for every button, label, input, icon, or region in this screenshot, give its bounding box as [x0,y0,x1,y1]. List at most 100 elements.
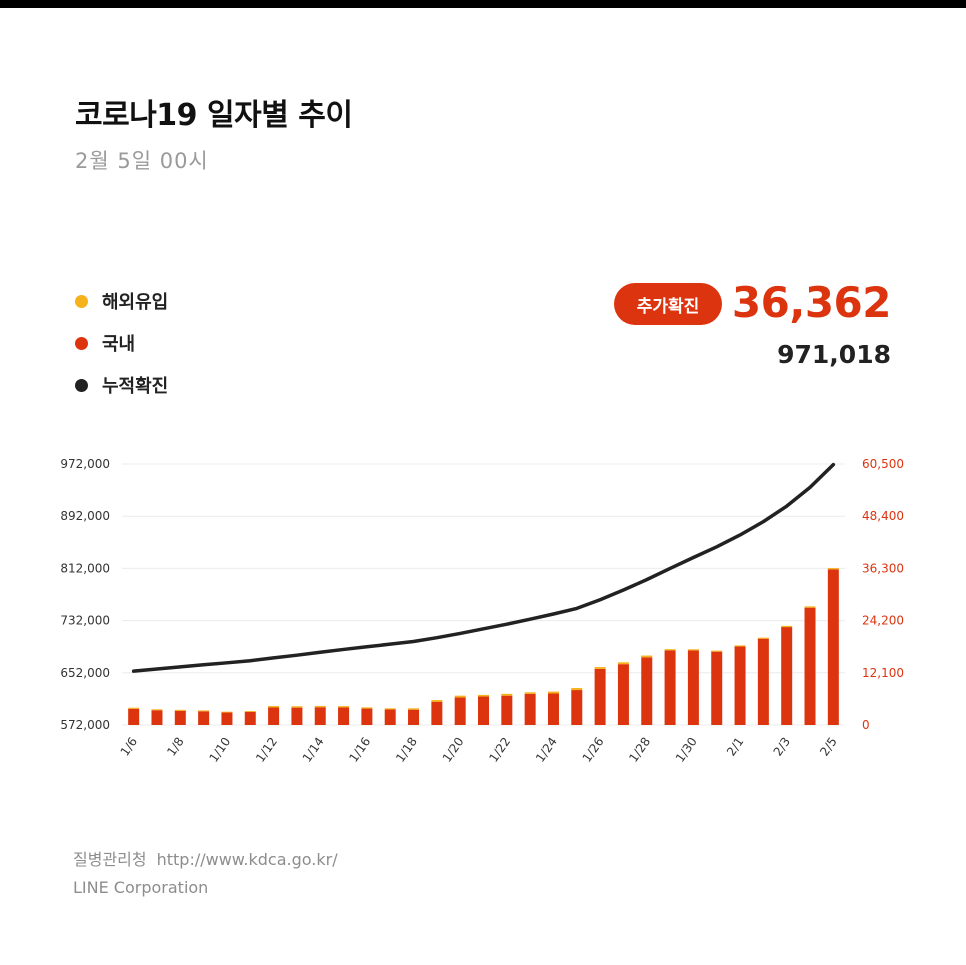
legend-label: 누적확진 [102,376,169,397]
bar-imported [687,649,699,651]
bar-domestic [221,712,233,725]
bar-imported [664,649,676,651]
bar-domestic [501,695,513,725]
legend-label: 국내 [102,334,136,355]
bar-imported [547,691,559,694]
bar-domestic [641,657,653,725]
page-title: 코로나19 일자별 추이 [75,98,353,133]
x-tick-label: 1/24 [533,735,560,765]
y-right-tick-label: 0 [862,718,870,732]
bar-imported [128,707,140,709]
bar-domestic [174,710,186,725]
legend: 해외유입 국내 누적확진 [75,280,168,406]
y-left-tick-label: 892,000 [60,509,110,523]
bar-imported [501,693,513,696]
bar-imported [174,709,186,711]
bar-imported [384,708,396,710]
bar-domestic [338,707,350,725]
legend-item-cumulative: 누적확진 [75,364,168,406]
bar-imported [781,625,793,628]
bar-domestic [268,707,280,725]
y-left-tick-label: 572,000 [60,718,110,732]
legend-dot-icon [75,294,88,308]
legend-item-imported: 해외유입 [75,280,168,322]
y-left-tick-label: 972,000 [60,457,110,471]
y-right-tick-label: 36,300 [862,561,904,575]
x-tick-label: 2/5 [817,735,840,759]
bar-imported [151,709,163,711]
bar-imported [198,710,210,712]
x-tick-label: 1/12 [253,735,280,765]
bar-domestic [151,710,163,725]
bar-imported [711,650,723,652]
bar-imported [524,692,536,694]
x-tick-label: 1/26 [580,735,607,765]
added-cases-value: 36,362 [731,278,892,327]
bar-domestic [547,693,559,725]
bar-domestic [291,707,303,725]
bar-imported [827,568,839,570]
x-tick-label: 1/28 [626,735,653,765]
bar-imported [804,606,816,608]
bar-imported [641,655,653,658]
x-tick-label: 1/30 [673,735,700,765]
bar-domestic [827,569,839,725]
company-name: LINE Corporation [73,878,209,897]
bar-domestic [478,696,489,725]
bar-imported [314,705,326,708]
y-right-tick-label: 48,400 [862,509,904,523]
bar-imported [291,706,303,708]
x-tick-label: 1/22 [486,735,513,765]
y-right-tick-label: 60,500 [862,457,904,471]
bar-domestic [734,646,746,725]
bar-imported [268,706,280,708]
y-right-tick-label: 12,100 [862,666,904,680]
x-tick-label: 1/18 [393,735,420,765]
bar-domestic [431,701,443,725]
x-tick-label: 1/16 [346,735,373,765]
bar-imported [571,688,583,691]
legend-item-domestic: 국내 [75,322,168,364]
y-right-tick-label: 24,200 [862,614,904,628]
bar-imported [734,645,746,647]
bar-imported [454,695,466,698]
bar-imported [338,706,350,708]
bar-domestic [314,707,326,725]
legend-dot-icon [75,378,88,392]
bar-domestic [757,638,769,725]
bar-imported [361,707,373,709]
bar-domestic [408,709,420,725]
bar-imported [594,667,606,669]
legend-dot-icon [75,336,88,350]
x-tick-label: 1/10 [206,735,233,765]
bar-domestic [384,709,396,725]
x-tick-label: 1/8 [164,735,187,759]
bar-imported [431,700,443,702]
date-subtitle: 2월 5일 00시 [75,149,209,173]
bar-imported [244,711,256,712]
bar-domestic [664,650,676,725]
bar-domestic [804,607,816,725]
bar-domestic [454,697,466,725]
source-url: http://www.kdca.go.kr/ [156,850,338,869]
x-tick-label: 2/1 [724,735,747,759]
bar-domestic [244,711,256,725]
y-left-tick-label: 732,000 [60,614,110,628]
x-tick-label: 2/3 [771,735,794,759]
daily-trend-chart: 572,000 0 652,000 12,100 732,000 24,200 812,00… [60,457,904,765]
bar-domestic [198,711,210,725]
total-cases-value: 971,018 [777,340,891,369]
bar-domestic [687,650,699,725]
bar-domestic [781,627,793,725]
top-bar [0,0,966,8]
x-tick-label: 1/20 [440,735,467,765]
bar-domestic [594,668,606,725]
bar-imported [221,711,233,713]
bar-imported [617,662,629,665]
cumulative-line [131,462,836,673]
y-left-tick-label: 812,000 [60,561,110,575]
bar-imported [408,708,420,710]
bar-domestic [617,664,629,725]
x-tick-label: 1/14 [300,735,327,765]
bar-domestic [361,708,373,725]
